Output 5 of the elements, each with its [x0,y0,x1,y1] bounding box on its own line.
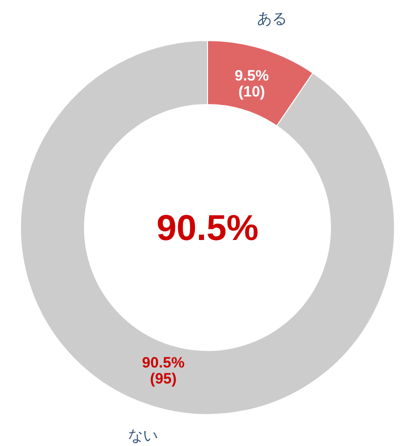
slice-label: ない [128,427,158,444]
data-label: 9.5% (10) [234,68,269,101]
slice-label: ある [256,10,287,28]
text: 90.5% [156,207,259,248]
data-label: 90.5% (95) [142,354,185,388]
